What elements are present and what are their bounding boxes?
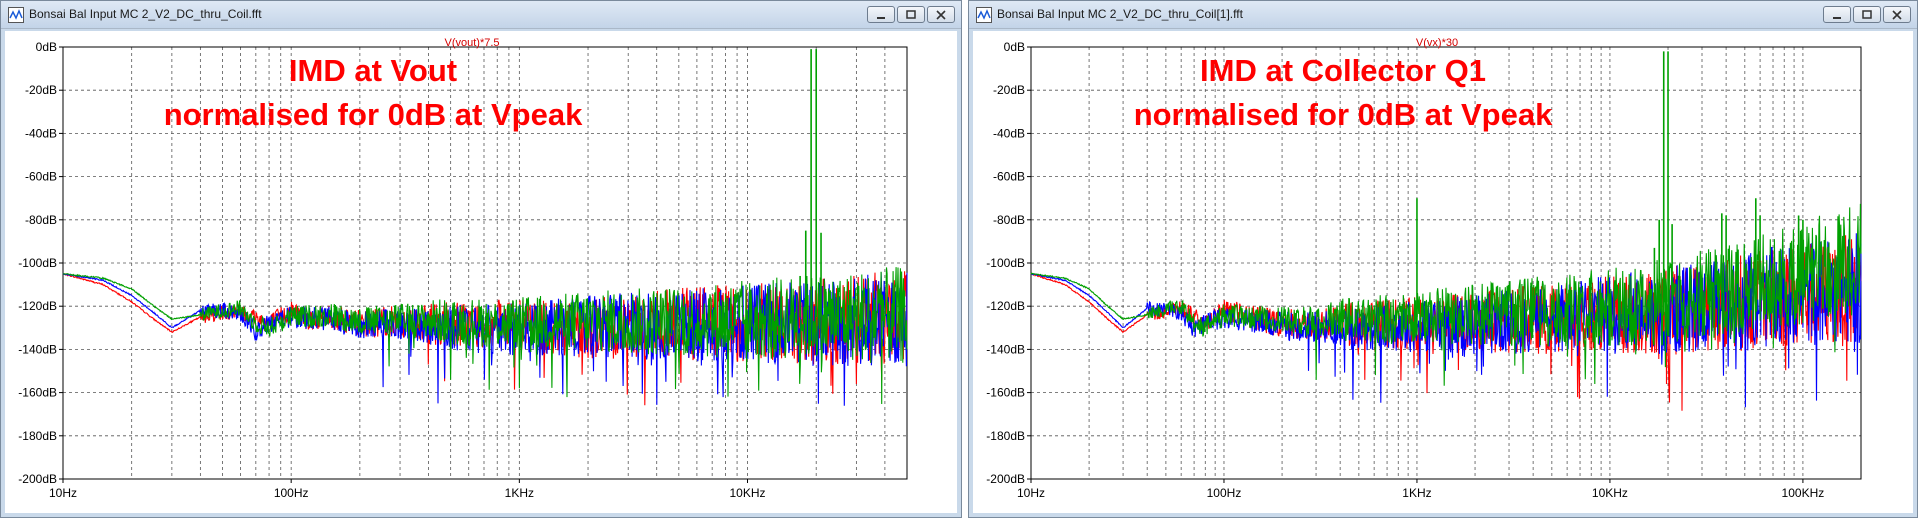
title-bar[interactable]: Bonsai Bal Input MC 2_V2_DC_thru_Coil.ff… <box>1 1 961 29</box>
minimize-icon <box>1833 16 1841 19</box>
x-tick-label: 1KHz <box>505 486 534 500</box>
trace-label: V(vout)*7.5 <box>444 37 499 49</box>
y-tick-label: 0dB <box>36 40 57 54</box>
y-tick-label: -80dB <box>25 213 57 227</box>
x-tick-label: 10Hz <box>1017 486 1045 500</box>
maximize-icon <box>906 9 916 19</box>
x-tick-label: 100KHz <box>1782 486 1825 500</box>
y-tick-label: -160dB <box>18 386 57 400</box>
y-tick-label: -100dB <box>986 256 1025 270</box>
plot-area: 0dB -20dB -40dB -60dB -80dB -100dB -120dB -140d… <box>973 31 1913 513</box>
y-tick-label: -180dB <box>986 429 1025 443</box>
y-tick-label: -60dB <box>993 170 1025 184</box>
minimize-icon <box>877 16 885 19</box>
y-tick-label: -120dB <box>986 299 1025 313</box>
close-icon <box>1892 9 1902 20</box>
y-tick-label: -200dB <box>18 472 57 486</box>
y-tick-label: 0dB <box>1004 40 1025 54</box>
waveform-app-icon <box>976 7 992 23</box>
fft-plot: 0dB -20dB -40dB -60dB -80dB -100dB -120dB -140d… <box>18 37 908 500</box>
plot-area: 0dB -20dB -40dB -60dB -80dB -100dB -120dB -140d… <box>5 31 957 513</box>
annotation-line-1: IMD at Collector Q1 <box>1200 53 1486 88</box>
y-tick-label: -80dB <box>993 213 1025 227</box>
maximize-icon <box>1862 9 1872 19</box>
window-title: Bonsai Bal Input MC 2_V2_DC_thru_Coil[1]… <box>997 7 1243 21</box>
annotation-line-1: IMD at Vout <box>289 53 457 88</box>
fft-window-vout[interactable]: Bonsai Bal Input MC 2_V2_DC_thru_Coil.ff… <box>0 0 962 518</box>
y-tick-label: -60dB <box>25 170 57 184</box>
window-title: Bonsai Bal Input MC 2_V2_DC_thru_Coil.ff… <box>29 7 262 21</box>
title-bar[interactable]: Bonsai Bal Input MC 2_V2_DC_thru_Coil[1]… <box>969 1 1917 29</box>
x-tick-label: 1KHz <box>1402 486 1431 500</box>
x-tick-label: 100Hz <box>1207 486 1242 500</box>
y-tick-label: -20dB <box>25 83 57 97</box>
waveform-app-icon <box>8 7 24 23</box>
y-tick-label: -180dB <box>18 429 57 443</box>
close-button[interactable] <box>927 6 955 23</box>
close-icon <box>936 9 946 20</box>
x-tick-label: 100Hz <box>274 486 309 500</box>
series-trace <box>62 267 908 405</box>
y-tick-label: -100dB <box>18 256 57 270</box>
y-tick-label: -40dB <box>25 126 57 140</box>
y-tick-label: -140dB <box>986 342 1025 356</box>
minimize-button[interactable] <box>867 6 895 23</box>
annotation-line-2: normalised for 0dB at Vpeak <box>164 97 583 132</box>
y-tick-label: -200dB <box>986 472 1025 486</box>
series-trace <box>1030 203 1862 386</box>
annotation-line-2: normalised for 0dB at Vpeak <box>1134 97 1553 132</box>
y-tick-label: -20dB <box>993 83 1025 97</box>
fft-plot: 0dB -20dB -40dB -60dB -80dB -100dB -120dB -140d… <box>986 37 1862 500</box>
maximize-button[interactable] <box>1853 6 1881 23</box>
x-tick-label: 10Hz <box>49 486 77 500</box>
trace-label: V(vx)*30 <box>1416 37 1458 49</box>
y-tick-label: -120dB <box>18 299 57 313</box>
x-tick-label: 10KHz <box>1592 486 1628 500</box>
y-tick-label: -160dB <box>986 386 1025 400</box>
minimize-button[interactable] <box>1823 6 1851 23</box>
x-tick-label: 10KHz <box>729 486 765 500</box>
y-tick-label: -40dB <box>993 126 1025 140</box>
close-button[interactable] <box>1883 6 1911 23</box>
y-tick-label: -140dB <box>18 342 57 356</box>
maximize-button[interactable] <box>897 6 925 23</box>
fft-window-vx[interactable]: Bonsai Bal Input MC 2_V2_DC_thru_Coil[1]… <box>968 0 1918 518</box>
